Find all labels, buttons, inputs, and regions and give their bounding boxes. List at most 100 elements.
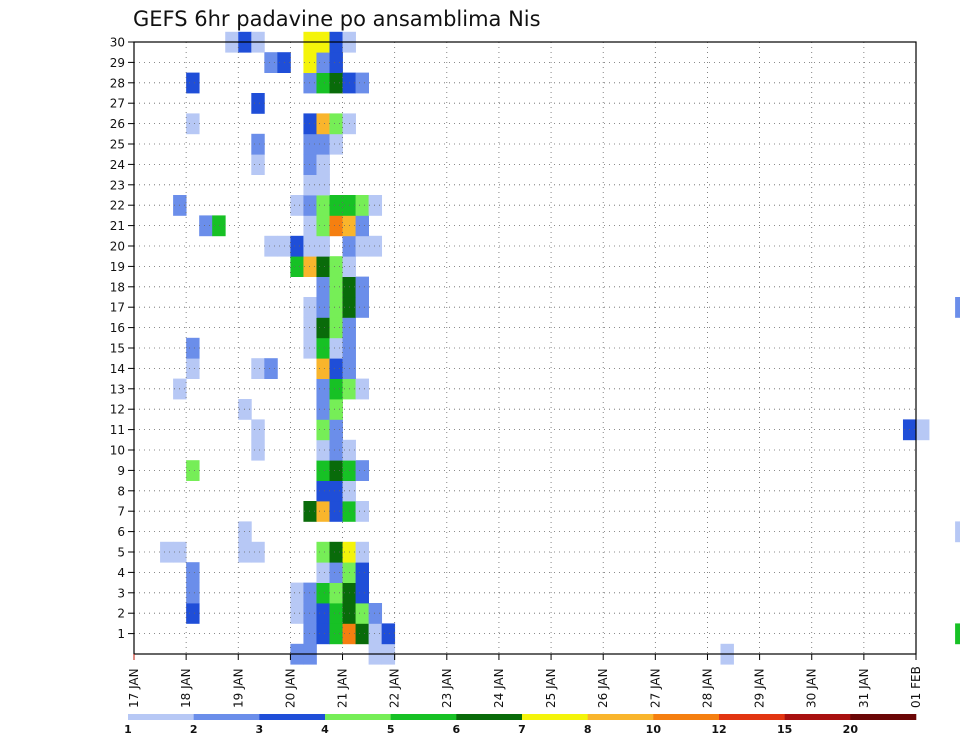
heatmap-cell xyxy=(329,460,343,481)
heatmap-cell xyxy=(329,582,343,604)
heatmap-cell xyxy=(316,480,330,502)
y-tick-label: 3 xyxy=(117,586,125,600)
x-tick-label: 18 JAN xyxy=(179,668,193,708)
heatmap-cell xyxy=(329,439,343,461)
colorbar-tick-label: 3 xyxy=(256,723,264,736)
heatmap-cell xyxy=(329,562,343,583)
heatmap-cell xyxy=(251,541,265,563)
x-tick-label: 27 JAN xyxy=(648,668,662,708)
heatmap-cell xyxy=(303,113,317,135)
heatmap-cell xyxy=(329,501,343,522)
y-tick-label: 7 xyxy=(117,505,125,519)
y-tick-label: 6 xyxy=(117,525,125,539)
y-tick-label: 20 xyxy=(110,240,125,254)
heatmap-cell xyxy=(329,297,343,318)
x-axis-ticks: 17 JAN 18 JAN 19 JAN 20 JAN 21 JAN 22 JAN 23 J… xyxy=(127,654,923,708)
y-tick-label: 23 xyxy=(110,178,125,192)
colorbar-swatch xyxy=(522,714,588,720)
heatmap-cell xyxy=(316,154,330,175)
colorbar-tick-label: 12 xyxy=(711,723,726,736)
x-tick-label: 25 JAN xyxy=(544,668,558,708)
heatmap-cell xyxy=(355,215,369,237)
y-tick-label: 12 xyxy=(110,403,125,417)
heatmap-cell xyxy=(251,439,265,461)
heatmap-cell xyxy=(368,623,383,645)
heatmap-cell xyxy=(316,623,330,645)
heatmap-cell xyxy=(303,582,317,604)
heatmap-cell xyxy=(303,501,317,522)
colorbar-tick-label: 4 xyxy=(321,723,329,736)
colorbar-swatch xyxy=(128,714,194,720)
chart-title: GEFS 6hr padavine po ansamblima Nis xyxy=(133,7,541,31)
x-tick-label: 31 JAN xyxy=(857,668,871,708)
colorbar-swatch xyxy=(850,714,917,720)
heatmap-cell xyxy=(316,256,330,277)
x-tick-label: 30 JAN xyxy=(805,668,819,708)
heatmap-cell xyxy=(303,317,317,339)
heatmap-cell xyxy=(355,378,369,400)
heatmap-cell xyxy=(329,419,343,441)
x-tick-label: 21 JAN xyxy=(336,668,350,708)
x-tick-label: 28 JAN xyxy=(700,668,714,708)
heatmap-cell xyxy=(251,154,265,175)
x-tick-label: 29 JAN xyxy=(753,668,767,708)
heatmap-cell xyxy=(186,337,200,359)
y-tick-label: 28 xyxy=(110,76,125,90)
colorbar-tick-label: 15 xyxy=(777,723,792,736)
colorbar-swatch xyxy=(719,714,785,720)
heatmap-cell xyxy=(303,52,317,73)
heatmap-cell xyxy=(355,582,369,604)
heatmap-cell xyxy=(381,623,396,645)
heatmap-cell xyxy=(290,235,304,257)
y-tick-label: 24 xyxy=(110,158,125,172)
y-tick-label: 26 xyxy=(110,117,125,131)
heatmap-cell xyxy=(303,603,317,624)
heatmap-cell xyxy=(368,603,383,624)
y-tick-label: 14 xyxy=(110,362,125,376)
y-tick-label: 18 xyxy=(110,280,125,294)
heatmap-cell xyxy=(316,460,330,481)
heatmap-cell xyxy=(251,358,265,379)
heatmap-cell xyxy=(199,215,213,237)
heatmap-cell xyxy=(186,562,200,583)
heatmap-cell xyxy=(955,623,960,645)
heatmap-cell xyxy=(316,337,330,359)
heatmap-cell xyxy=(316,603,330,624)
y-tick-label: 8 xyxy=(117,484,125,498)
x-tick-label: 26 JAN xyxy=(596,668,610,708)
heatmap-cell xyxy=(355,562,369,583)
y-tick-label: 1 xyxy=(117,627,125,641)
heatmap-cell xyxy=(290,195,304,216)
heatmap-cell xyxy=(303,235,317,257)
heatmap-cell xyxy=(303,133,317,155)
y-tick-label: 17 xyxy=(110,301,125,315)
heatmap-cell xyxy=(355,235,369,257)
x-tick-label: 20 JAN xyxy=(283,668,297,708)
x-tick-label: 24 JAN xyxy=(492,668,506,708)
x-tick-label: 19 JAN xyxy=(231,668,245,708)
heatmap-cell xyxy=(355,276,369,298)
heatmap-cell xyxy=(186,113,200,135)
heatmap-cell xyxy=(355,501,369,522)
heatmap-cell xyxy=(329,317,343,339)
heatmap-cell xyxy=(303,215,317,237)
heatmap-cell xyxy=(316,133,330,155)
heatmap-cell xyxy=(316,297,330,318)
heatmap-cell xyxy=(264,235,278,257)
heatmap-cell xyxy=(186,582,200,604)
y-tick-label: 5 xyxy=(117,546,125,560)
heatmap-cell xyxy=(355,72,369,94)
heatmap-cell xyxy=(329,52,343,73)
heatmap-cells xyxy=(160,31,960,665)
heatmap-cell xyxy=(329,603,343,624)
y-tick-label: 11 xyxy=(110,423,125,437)
heatmap-cell xyxy=(329,113,343,135)
heatmap-cell xyxy=(355,603,369,624)
y-tick-label: 4 xyxy=(117,566,125,580)
heatmap-cell xyxy=(955,297,960,318)
heatmap-cell xyxy=(316,582,330,604)
heatmap-cell xyxy=(329,133,343,155)
heatmap-cell xyxy=(355,195,369,216)
colorbar-tick-label: 1 xyxy=(124,723,132,736)
